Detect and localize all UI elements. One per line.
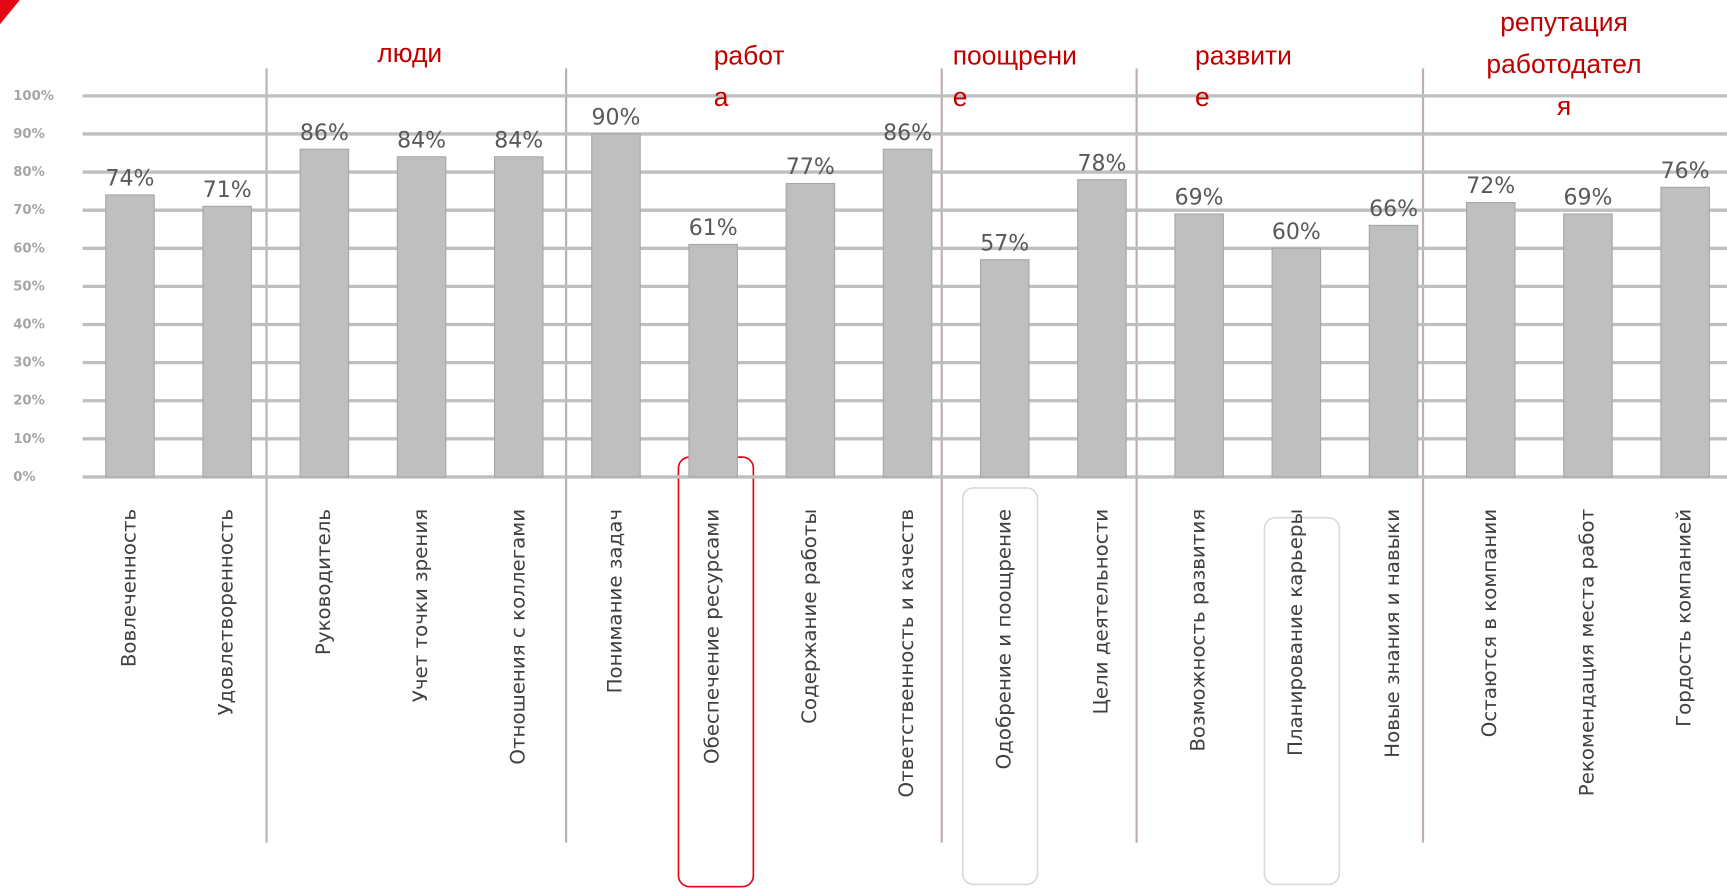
bar — [299, 148, 350, 478]
y-tick-label: 60% — [13, 241, 45, 256]
bar — [202, 205, 252, 478]
group-label: люди — [377, 38, 442, 68]
value-label: 74% — [105, 167, 154, 192]
bar — [1368, 224, 1419, 478]
bar — [785, 182, 836, 478]
x-tick-label: Отношения с коллегами — [506, 509, 529, 765]
value-label: 71% — [203, 178, 252, 203]
x-tick-label: Гордость компанией — [1673, 509, 1696, 727]
value-label: 90% — [591, 106, 640, 131]
value-label: 66% — [1369, 197, 1418, 222]
x-tick-label: Планирование карьеры — [1284, 509, 1307, 756]
y-tick-label: 20% — [13, 394, 45, 409]
bar — [882, 148, 933, 478]
x-tick-label: Содержание работы — [798, 509, 821, 724]
value-label: 61% — [689, 216, 738, 241]
group-label: репутация — [1500, 7, 1628, 37]
y-tick-label: 40% — [13, 318, 45, 333]
x-tick-label: Новые знания и навыки — [1381, 509, 1404, 758]
bar — [1271, 247, 1322, 478]
bar — [1563, 213, 1613, 478]
group-label: развити — [1195, 40, 1292, 70]
value-label: 78% — [1077, 151, 1126, 176]
x-tick-label: Ответственность и качеств — [895, 509, 918, 798]
y-tick-label: 80% — [13, 165, 45, 180]
x-tick-label: Остаются в компании — [1478, 509, 1501, 737]
x-tick-label: Рекомендация места работ — [1575, 509, 1598, 796]
value-label: 69% — [1563, 186, 1612, 211]
y-tick-label: 50% — [13, 279, 45, 294]
x-tick-label: Обеспечение ресурсами — [701, 509, 724, 764]
value-label: 69% — [1175, 186, 1224, 211]
y-tick-label: 90% — [13, 127, 45, 142]
bar — [1077, 179, 1127, 478]
value-label: 76% — [1661, 159, 1710, 184]
x-tick-label: Цели деятельности — [1089, 509, 1112, 715]
value-label: 72% — [1466, 174, 1515, 199]
x-tick-label: Руководитель — [312, 509, 335, 655]
bar — [688, 243, 738, 478]
value-label: 60% — [1272, 220, 1321, 245]
bar — [105, 194, 155, 478]
group-label: е — [953, 82, 968, 112]
y-tick-label: 30% — [13, 356, 45, 371]
x-tick-label: Понимание задач — [603, 509, 626, 693]
group-label: а — [714, 82, 729, 112]
y-tick-label: 10% — [13, 432, 45, 447]
group-label: я — [1557, 91, 1571, 121]
bar — [1465, 202, 1516, 478]
value-label: 84% — [494, 128, 543, 153]
x-tick-label: Возможность развития — [1187, 509, 1210, 752]
bar — [493, 156, 544, 478]
group-separators — [265, 68, 1425, 843]
bar — [591, 133, 641, 478]
y-tick-label: 0% — [13, 470, 35, 485]
y-tick-label: 100% — [13, 89, 54, 104]
y-tick-label: 70% — [13, 203, 45, 218]
group-label: работодател — [1486, 49, 1641, 79]
bar — [979, 259, 1030, 478]
value-label: 86% — [300, 121, 349, 146]
value-label: 84% — [397, 128, 446, 153]
value-label: 86% — [883, 121, 932, 146]
value-label: 77% — [786, 155, 835, 180]
group-label: поощрени — [953, 40, 1077, 70]
highlight — [1263, 516, 1341, 886]
group-label: е — [1195, 82, 1210, 112]
x-tick-label: Учет точки зрения — [409, 509, 432, 702]
value-label: 57% — [980, 231, 1029, 256]
x-tick-label: Одобрение и поощрение — [992, 509, 1015, 770]
bar — [1660, 186, 1710, 478]
bar — [1174, 213, 1224, 478]
bar — [396, 156, 447, 478]
highlight — [961, 487, 1039, 886]
x-tick-label: Удовлетворенность — [215, 509, 238, 716]
x-tick-label: Вовлеченность — [117, 509, 140, 667]
corner-mark — [0, 0, 20, 25]
group-label: работ — [714, 40, 785, 70]
